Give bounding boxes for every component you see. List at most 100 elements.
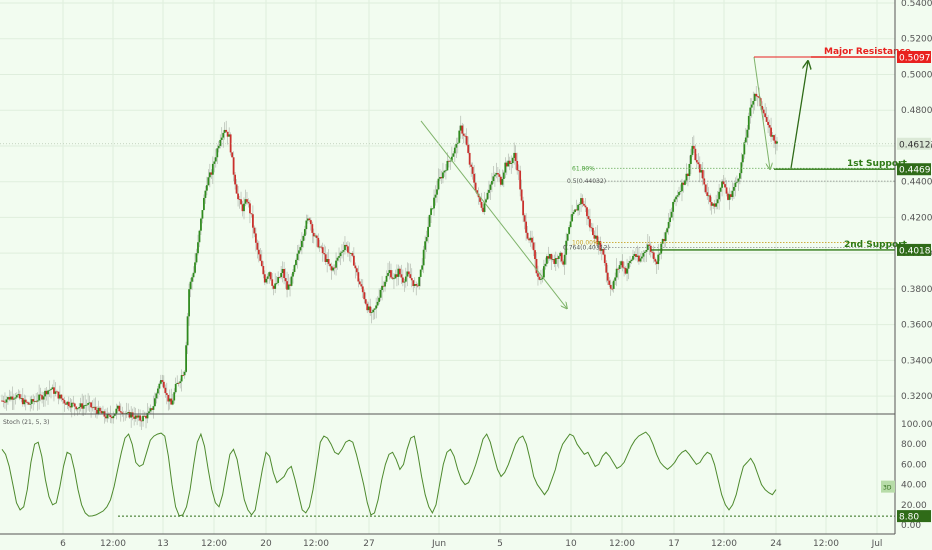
candle-body <box>658 253 661 255</box>
candle-body <box>312 232 315 237</box>
candle-body <box>617 268 620 270</box>
candle-body <box>672 201 674 212</box>
candle-body <box>559 252 562 257</box>
candle-body <box>623 267 625 269</box>
candle-body <box>106 414 109 419</box>
candle-body <box>127 412 130 414</box>
candle-body <box>645 249 648 252</box>
candle-body <box>308 218 311 221</box>
candle-body <box>709 195 712 203</box>
candle-body <box>771 135 774 137</box>
candle-body <box>79 403 82 407</box>
candle-body <box>467 144 470 153</box>
candle-body <box>143 415 146 417</box>
candle-body <box>142 415 144 422</box>
time-tick-label: 12:00 <box>813 539 839 549</box>
candle-body <box>496 172 499 175</box>
candle-body <box>361 286 364 293</box>
candle-body <box>520 189 523 201</box>
candle-body <box>192 272 195 278</box>
candle-body <box>110 416 113 419</box>
candle-body <box>479 197 481 202</box>
tag-first-support-bg <box>897 163 931 176</box>
time-tick-label: 12:00 <box>201 539 227 549</box>
candle-body <box>382 285 385 287</box>
candle-body <box>306 218 309 221</box>
candle-body <box>486 192 489 200</box>
candle-body <box>156 388 159 394</box>
candle-body <box>336 257 339 261</box>
candle-body <box>70 402 73 408</box>
candle-body <box>468 152 471 165</box>
candle-body <box>257 249 260 255</box>
candle-body <box>21 398 24 405</box>
candle-body <box>88 402 91 404</box>
candle-body <box>85 404 88 406</box>
tag-oversold: 8.80 <box>899 513 919 523</box>
candle-body <box>528 238 530 241</box>
price-tick-label: 0.32000 <box>901 392 932 402</box>
candle-body <box>134 415 137 419</box>
candle-body <box>195 253 198 263</box>
candle-body <box>718 191 720 200</box>
candle-body <box>568 227 571 234</box>
candle-body <box>667 222 670 229</box>
candle-body <box>105 416 107 419</box>
candle-body <box>586 207 588 217</box>
candle-body <box>492 176 495 182</box>
candle-body <box>474 182 477 191</box>
candle-body <box>707 195 710 197</box>
candle-body <box>519 170 522 190</box>
candle-body <box>608 280 611 285</box>
candle-body <box>253 227 256 234</box>
candle-body <box>82 405 85 409</box>
candle-body <box>348 252 351 254</box>
candle-body <box>727 193 729 200</box>
candle-body <box>358 281 361 285</box>
candle-body <box>290 276 293 286</box>
candle-body <box>544 263 547 267</box>
candle-body <box>563 254 566 265</box>
candle-body <box>272 285 275 289</box>
candle-body <box>614 277 617 281</box>
candle-body <box>54 391 57 394</box>
candle-body <box>173 392 176 401</box>
candle-body <box>298 250 300 254</box>
candle-body <box>418 276 421 287</box>
candle-body <box>560 252 563 262</box>
candle-body <box>719 187 722 192</box>
candle-body <box>244 199 247 204</box>
candle-body <box>301 240 303 248</box>
candle-body <box>494 174 496 177</box>
candle-body <box>335 260 337 268</box>
candle-body <box>427 226 430 238</box>
price-axis: 0.540000.520000.500000.480000.460000.440… <box>894 0 932 534</box>
candle-body <box>293 265 296 272</box>
stoch-tick-label: 0.00 <box>901 521 921 531</box>
candle-body <box>434 194 437 198</box>
candle-body <box>562 261 565 265</box>
candle-body <box>609 284 612 289</box>
candle-body <box>502 172 505 179</box>
candle-body <box>556 258 559 259</box>
candle-body <box>589 219 591 228</box>
candle-body <box>167 394 170 402</box>
candle-body <box>678 191 680 196</box>
candle-body <box>35 400 38 402</box>
candle-body <box>768 125 771 128</box>
candle-body <box>682 182 685 185</box>
candle-body <box>100 410 103 414</box>
candle-body <box>422 249 425 266</box>
candle-body <box>225 129 228 132</box>
candle-body <box>731 190 734 197</box>
candle-body <box>459 125 462 131</box>
time-tick-label: 27 <box>363 539 374 549</box>
candle-body <box>296 253 299 260</box>
candle-body <box>67 401 70 407</box>
candle-body <box>376 301 379 306</box>
candle-body <box>580 198 582 205</box>
candle-body <box>286 281 288 290</box>
